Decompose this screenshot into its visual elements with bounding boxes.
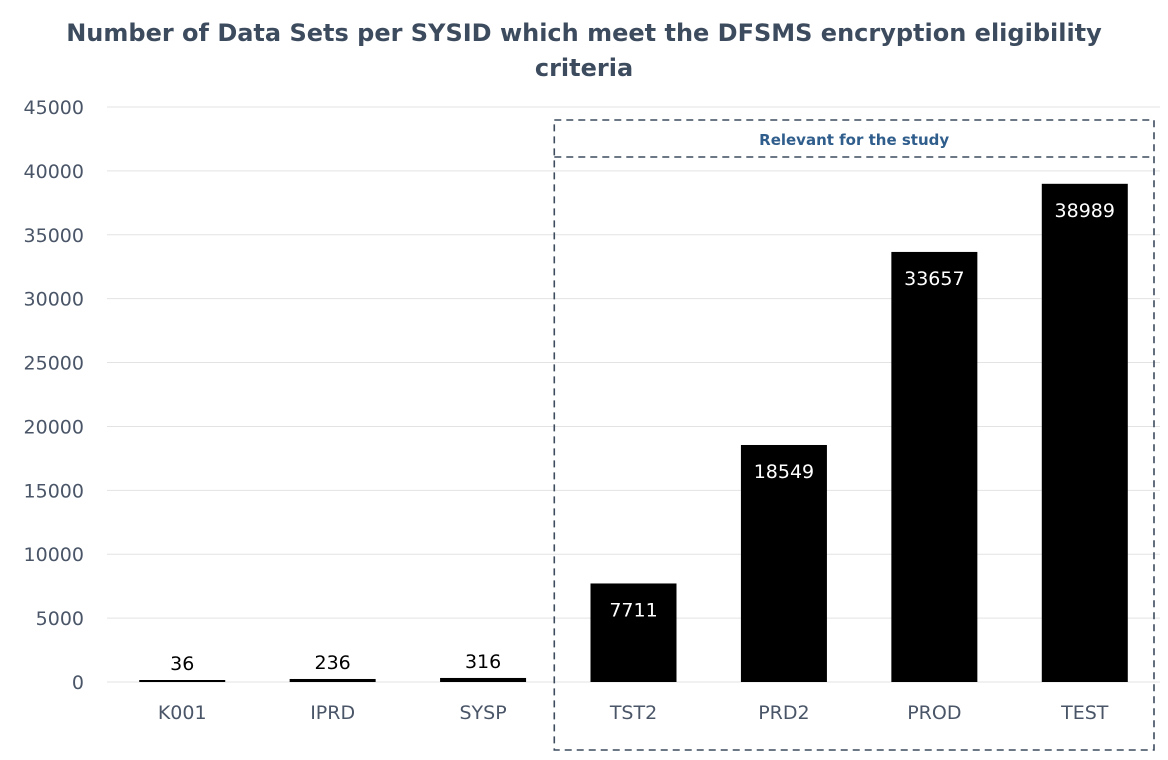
bar xyxy=(1041,183,1128,682)
y-tick-label: 10000 xyxy=(24,544,84,566)
data-label: 18549 xyxy=(754,461,814,483)
y-tick-label: 25000 xyxy=(24,353,84,375)
x-tick-label: PRD2 xyxy=(758,702,809,724)
relevant-for-study-box: Relevant for the study xyxy=(553,119,1155,751)
bar xyxy=(891,251,978,682)
bar xyxy=(590,583,677,682)
x-tick-label: IPRD xyxy=(310,702,355,724)
bar xyxy=(289,678,376,682)
x-tick-label: PROD xyxy=(907,702,961,724)
y-tick-label: 35000 xyxy=(24,225,84,247)
bar xyxy=(740,444,827,682)
bars: 36 236 316 7711 18549 33657 38989 xyxy=(139,183,1128,682)
data-label: 38989 xyxy=(1055,200,1115,222)
data-label: 36 xyxy=(170,653,194,675)
data-label: 33657 xyxy=(904,268,964,290)
y-tick-label: 40000 xyxy=(24,161,84,183)
y-tick-label: 0 xyxy=(72,672,84,694)
data-label: 316 xyxy=(465,651,501,673)
chart-title-line-2: criteria xyxy=(534,54,634,82)
bar xyxy=(440,677,527,682)
gridlines xyxy=(107,106,1160,683)
y-tick-label: 45000 xyxy=(24,97,84,119)
x-tick-label: K001 xyxy=(158,702,207,724)
y-tick-label: 15000 xyxy=(24,480,84,502)
relevant-box-border xyxy=(553,119,1155,751)
chart-title-line-1: Number of Data Sets per SYSID which meet… xyxy=(66,19,1102,47)
relevant-box-label: Relevant for the study xyxy=(759,131,949,149)
y-tick-label: 5000 xyxy=(36,608,84,630)
bar xyxy=(139,680,226,682)
x-tick-label: SYSP xyxy=(459,702,506,724)
y-tick-label: 30000 xyxy=(24,289,84,311)
data-label: 236 xyxy=(315,652,351,674)
y-axis-ticks: 0 5000 10000 15000 20000 25000 30000 35000 40000… xyxy=(24,97,84,694)
data-label: 7711 xyxy=(609,599,657,621)
x-axis-ticks: K001 IPRD SYSP TST2 PRD2 PROD TEST xyxy=(158,702,1109,724)
chart-title: Number of Data Sets per SYSID which meet… xyxy=(0,16,1168,86)
x-tick-label: TST2 xyxy=(609,702,657,724)
y-tick-label: 20000 xyxy=(24,416,84,438)
x-tick-label: TEST xyxy=(1060,702,1109,724)
